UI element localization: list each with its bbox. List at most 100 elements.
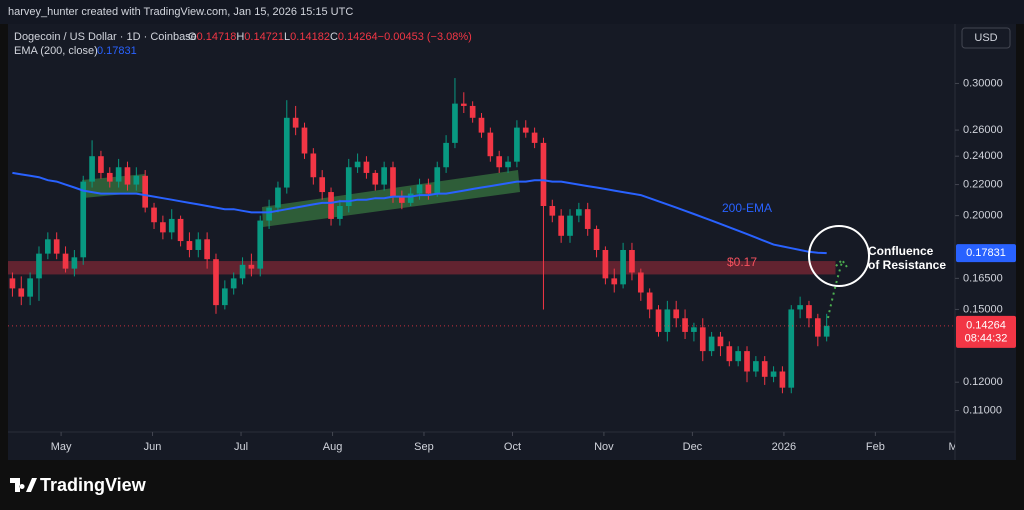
- ema-value: 0.17831: [97, 45, 137, 57]
- annotation: of Resistance: [868, 258, 946, 272]
- candle-body: [425, 184, 432, 194]
- candle-body: [399, 196, 405, 203]
- candle-body: [372, 172, 379, 185]
- candle-body: [44, 239, 51, 254]
- candle-body: [142, 175, 149, 208]
- candle-body: [646, 292, 653, 310]
- y-tick-label: 0.24000: [963, 150, 1003, 162]
- candle-body: [673, 309, 680, 319]
- green-channel: [262, 170, 520, 227]
- candle-body: [558, 215, 564, 236]
- x-tick-label: Mar: [948, 441, 967, 453]
- logo: TradingView: [10, 475, 147, 495]
- candle-body: [478, 117, 485, 133]
- candle-body: [496, 156, 503, 168]
- candle-body: [416, 184, 423, 194]
- ohlc-label: O: [188, 31, 197, 43]
- candle-body: [460, 103, 467, 106]
- candle-body: [151, 207, 157, 223]
- highlight-circle: [808, 225, 870, 287]
- candle-body: [593, 228, 600, 250]
- y-tick-label: 0.26000: [963, 124, 1003, 136]
- candle-body: [328, 192, 334, 219]
- y-tick-label: 0.11000: [963, 404, 1002, 416]
- logo-mark: [10, 478, 37, 492]
- last-price-tag: [956, 315, 1016, 348]
- change: −0.00453 (−3.08%): [378, 31, 472, 43]
- candle-body: [213, 259, 219, 306]
- x-tick-label: Jun: [144, 441, 162, 453]
- last-price-tag-text: 0.14264: [966, 320, 1006, 332]
- candle-body: [735, 351, 741, 362]
- candle-body: [540, 142, 547, 207]
- y-tick-label: 0.30000: [963, 77, 1003, 89]
- ohlc-value: 0.14718: [197, 31, 237, 43]
- candle-body: [531, 132, 538, 143]
- candle-body: [806, 305, 812, 319]
- candle-body: [18, 288, 25, 297]
- candle-body: [823, 325, 830, 337]
- candle-body: [222, 288, 228, 306]
- ema-price-tag: [956, 244, 1016, 263]
- candle-body: [195, 239, 202, 250]
- candle-body: [257, 220, 264, 269]
- candle-body: [779, 371, 786, 388]
- candle-body: [248, 264, 255, 269]
- legend: Dogecoin / US Dollar · 1D · Coinbase EMA…: [14, 31, 197, 57]
- ohlc-value: 0.14182: [290, 31, 330, 43]
- ohlc-label: H: [236, 31, 244, 43]
- candle-body: [434, 167, 441, 194]
- candle-body: [629, 249, 635, 273]
- x-tick-label: Jul: [234, 441, 248, 453]
- x-tick-label: Dec: [683, 441, 703, 453]
- candle-body: [80, 181, 87, 258]
- x-tick-label: Aug: [323, 441, 343, 453]
- candle-body: [160, 222, 166, 233]
- x-tick-label: 2026: [772, 441, 796, 453]
- chart-panel: [8, 24, 1016, 460]
- candle-body: [115, 167, 122, 182]
- candle-body: [514, 127, 520, 162]
- candle-body: [664, 309, 671, 332]
- candle-body: [522, 127, 529, 133]
- candle-body: [239, 264, 246, 279]
- candle-body: [9, 278, 16, 289]
- candle-body: [452, 103, 458, 143]
- ohlc-legend: O0.14718H0.14721L0.14182C0.14264−0.00453…: [188, 31, 472, 43]
- candle-body: [204, 239, 210, 260]
- candle-body: [505, 161, 511, 168]
- candle-body: [53, 239, 60, 254]
- candle-body: [788, 309, 795, 388]
- candle-body: [770, 371, 777, 377]
- ohlc-value: 0.14721: [244, 31, 284, 43]
- top-strip: [0, 0, 1024, 24]
- y-tick-label: 0.20000: [963, 210, 1003, 222]
- currency-button[interactable]: [961, 27, 1011, 49]
- candle-body: [611, 278, 618, 285]
- candle-body: [584, 209, 591, 229]
- currency[interactable]: USD: [974, 32, 997, 44]
- annotation: 200-EMA: [722, 201, 772, 215]
- candle-body: [354, 161, 361, 168]
- annotation: Confluence: [868, 244, 934, 258]
- candle-body: [567, 215, 573, 236]
- candle-body: [797, 305, 803, 310]
- ohlc-value: 0.14264: [338, 31, 378, 43]
- y-tick-label: 0.16500: [963, 272, 1003, 284]
- ohlc-label: L: [284, 31, 290, 43]
- y-tick-label: 0.15000: [963, 303, 1003, 315]
- annotation: $0.17: [727, 255, 757, 269]
- symbol: Dogecoin / US Dollar · 1D · Coinbase: [14, 31, 197, 43]
- x-tick-label: Nov: [594, 441, 614, 453]
- candle-body: [106, 172, 113, 182]
- candle-body: [168, 218, 175, 233]
- candle-body: [699, 327, 706, 352]
- candle-body: [761, 361, 768, 377]
- candle-body: [708, 336, 715, 352]
- candle-body: [133, 175, 140, 185]
- candle-body: [443, 142, 449, 168]
- countdown: 08:44:32: [965, 333, 1008, 345]
- candle-body: [177, 218, 184, 242]
- candle-body: [717, 336, 724, 347]
